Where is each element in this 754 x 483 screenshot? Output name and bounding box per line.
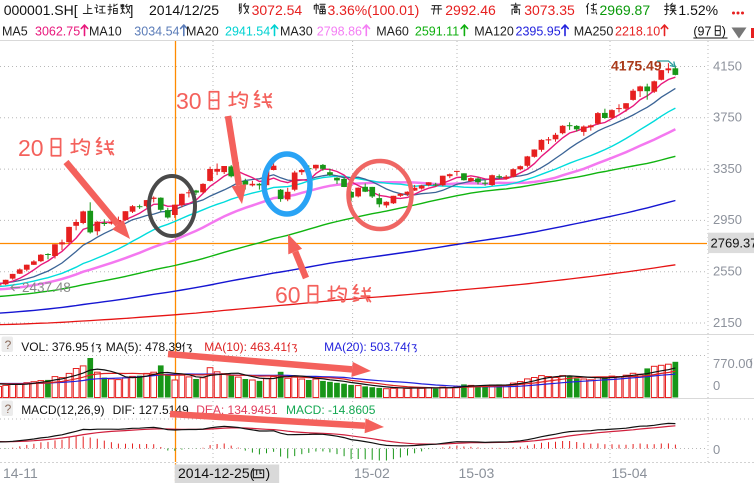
svg-text:3750: 3750 — [713, 110, 742, 125]
svg-text:2014-12-25(: 2014-12-25( — [178, 465, 255, 481]
svg-text:DEA: 134.9451: DEA: 134.9451 — [196, 403, 278, 417]
svg-text:4150: 4150 — [713, 58, 742, 73]
svg-text:VOL: 376.95: VOL: 376.95 — [21, 340, 89, 354]
svg-text:15-03: 15-03 — [459, 465, 495, 481]
svg-text:MA250: MA250 — [574, 25, 614, 39]
svg-text:2941.54: 2941.54 — [225, 25, 270, 39]
svg-text:(97: (97 — [693, 25, 711, 39]
svg-text:MACD: -14.8605: MACD: -14.8605 — [286, 403, 376, 417]
svg-text:30: 30 — [176, 88, 202, 114]
svg-text:?: ? — [5, 402, 12, 416]
svg-text:2969.87: 2969.87 — [600, 2, 651, 18]
svg-text:0: 0 — [713, 442, 720, 457]
svg-text:MACD(12,26,9): MACD(12,26,9) — [21, 403, 104, 417]
svg-text:MA5: MA5 — [2, 25, 28, 39]
svg-text:60: 60 — [275, 282, 301, 308]
svg-text:MA(20): 503.74: MA(20): 503.74 — [324, 340, 407, 354]
svg-text:3062.75: 3062.75 — [35, 25, 80, 39]
svg-text:2950: 2950 — [713, 212, 742, 227]
svg-text:MA30: MA30 — [280, 25, 313, 39]
svg-text:2150: 2150 — [713, 315, 742, 330]
svg-text:15-02: 15-02 — [354, 465, 390, 481]
svg-text:4175.49: 4175.49 — [611, 58, 662, 74]
svg-text:770.00: 770.00 — [713, 356, 753, 371]
svg-text:2550: 2550 — [713, 264, 742, 279]
svg-text:MA120: MA120 — [474, 25, 514, 39]
svg-text:2591.11: 2591.11 — [415, 25, 459, 39]
svg-text:]: ] — [130, 2, 134, 18]
svg-text:3034.54: 3034.54 — [134, 25, 179, 39]
svg-text:MA10: MA10 — [89, 25, 122, 39]
svg-text:2769.37: 2769.37 — [711, 236, 754, 251]
svg-text:3350: 3350 — [713, 161, 742, 176]
svg-text:2218.10: 2218.10 — [615, 25, 660, 39]
svg-text:3072.54: 3072.54 — [252, 2, 303, 18]
svg-text:2992.46: 2992.46 — [445, 2, 496, 18]
svg-text:2437.48: 2437.48 — [22, 280, 71, 295]
svg-text:20: 20 — [18, 135, 44, 161]
svg-text:2014/12/25: 2014/12/25 — [149, 2, 219, 18]
svg-text:MA60: MA60 — [376, 25, 409, 39]
svg-text:15-04: 15-04 — [612, 465, 648, 481]
svg-text:?: ? — [5, 338, 12, 352]
svg-text:000001.SH[: 000001.SH[ — [4, 2, 78, 18]
svg-text:MA(5): 478.39: MA(5): 478.39 — [106, 340, 182, 354]
svg-text:MA(10): 463.41: MA(10): 463.41 — [204, 340, 287, 354]
svg-text:3.36%(100.01): 3.36%(100.01) — [328, 2, 420, 18]
svg-text:14-11: 14-11 — [3, 465, 38, 481]
svg-text:2798.86: 2798.86 — [317, 25, 362, 39]
svg-text:): ) — [722, 25, 726, 39]
svg-text:0: 0 — [713, 378, 720, 393]
svg-text:1.52%: 1.52% — [678, 2, 718, 18]
svg-text:DIF: 127.5149: DIF: 127.5149 — [113, 403, 189, 417]
svg-text:3073.35: 3073.35 — [524, 2, 575, 18]
svg-text:MA20: MA20 — [186, 25, 219, 39]
svg-text:): ) — [266, 465, 271, 481]
svg-text:2395.95: 2395.95 — [516, 25, 561, 39]
